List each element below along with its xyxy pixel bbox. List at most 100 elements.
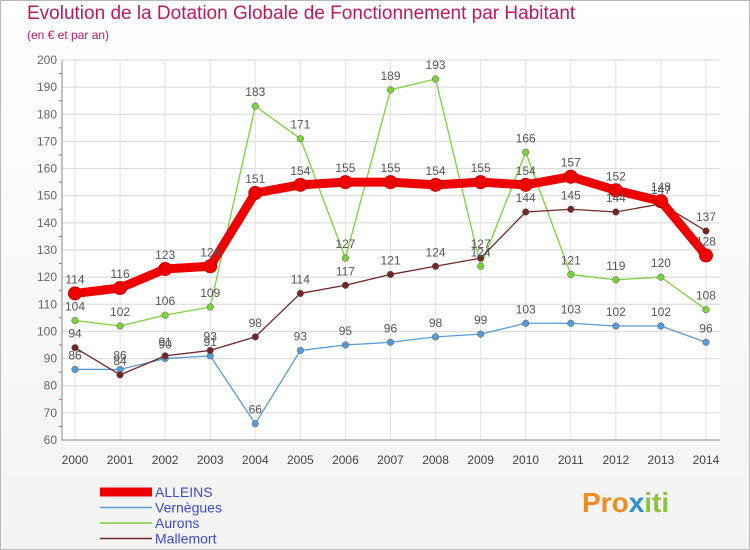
data-point — [567, 319, 575, 327]
x-tick-label: 2007 — [377, 453, 404, 467]
legend-label: Vernègues — [155, 500, 222, 516]
data-label: 102 — [606, 305, 626, 319]
x-tick-label: 2004 — [242, 453, 269, 467]
x-tick-label: 2011 — [558, 453, 584, 467]
data-point — [653, 194, 668, 209]
data-point — [612, 322, 620, 330]
data-label: 127 — [471, 237, 491, 251]
data-point — [71, 344, 79, 352]
data-label: 86 — [68, 348, 82, 362]
data-point — [338, 175, 353, 190]
data-label: 108 — [696, 289, 716, 303]
data-label: 154 — [290, 164, 310, 178]
data-label: 148 — [651, 180, 671, 194]
data-label: 119 — [606, 259, 625, 273]
y-tick-label: 70 — [44, 406, 58, 420]
logo-part-x: x — [628, 487, 645, 518]
data-point — [702, 306, 710, 314]
data-point — [158, 262, 173, 276]
data-label: 104 — [65, 300, 85, 314]
data-label: 98 — [249, 316, 263, 330]
data-label: 114 — [65, 272, 84, 286]
data-point — [386, 86, 395, 94]
y-tick-label: 130 — [37, 243, 57, 257]
legend-label: Aurons — [155, 515, 199, 531]
data-point — [71, 365, 79, 373]
data-label: 94 — [68, 327, 82, 341]
data-label: 124 — [200, 245, 220, 259]
data-label: 95 — [339, 324, 353, 338]
data-point — [206, 346, 214, 354]
data-point — [386, 338, 395, 346]
data-label: 154 — [516, 164, 536, 178]
data-point — [71, 317, 79, 325]
data-point — [477, 262, 485, 270]
data-point — [161, 352, 169, 360]
y-tick-label: 150 — [37, 189, 57, 203]
data-point — [251, 420, 259, 428]
data-label: 117 — [336, 264, 355, 278]
data-label: 147 — [651, 183, 671, 197]
y-tick-label: 160 — [37, 162, 57, 176]
data-label: 84 — [113, 354, 127, 368]
data-label: 154 — [426, 164, 446, 178]
data-label: 93 — [204, 329, 218, 343]
x-tick-label: 2003 — [197, 453, 224, 467]
logo-part-pro: Pro — [582, 487, 629, 518]
data-point — [116, 371, 124, 379]
legend-label: ALLEINS — [155, 484, 213, 500]
data-label: 151 — [245, 172, 265, 186]
data-label: 124 — [426, 245, 446, 259]
data-point — [657, 322, 665, 330]
data-label: 128 — [696, 234, 716, 248]
data-label: 155 — [471, 161, 491, 175]
data-point — [116, 322, 124, 330]
data-point — [296, 289, 304, 297]
legend-label: Mallemort — [155, 531, 217, 547]
data-point — [702, 227, 710, 235]
data-point — [432, 333, 440, 341]
data-label: 86 — [113, 348, 127, 362]
data-label: 120 — [651, 256, 671, 270]
data-point — [251, 102, 259, 110]
data-label: 93 — [294, 329, 308, 343]
y-tick-label: 110 — [38, 297, 57, 311]
x-tick-label: 2014 — [693, 453, 720, 467]
x-tick-label: 2002 — [152, 453, 179, 467]
data-label: 103 — [561, 302, 581, 316]
data-label: 127 — [335, 237, 355, 251]
y-tick-label: 180 — [37, 107, 57, 121]
data-point — [251, 333, 259, 341]
data-label: 114 — [291, 272, 310, 286]
data-point — [698, 248, 713, 263]
y-tick-label: 170 — [37, 134, 57, 148]
y-tick-label: 140 — [37, 216, 57, 230]
data-point — [567, 205, 575, 213]
data-point — [608, 183, 623, 198]
data-label: 96 — [384, 321, 398, 335]
data-point — [386, 270, 395, 278]
data-point — [432, 262, 440, 270]
x-tick-label: 2006 — [332, 453, 359, 467]
data-label: 109 — [200, 286, 220, 300]
data-label: 121 — [561, 253, 581, 267]
data-point — [341, 281, 349, 289]
data-label: 116 — [110, 267, 129, 281]
x-tick-label: 2008 — [422, 453, 449, 467]
data-label: 102 — [110, 305, 130, 319]
data-label: 144 — [606, 191, 626, 205]
data-label: 98 — [429, 316, 443, 330]
data-label: 152 — [606, 169, 626, 183]
data-label: 106 — [155, 294, 175, 308]
data-label: 103 — [516, 302, 536, 316]
data-label: 121 — [380, 253, 400, 267]
data-point — [563, 169, 578, 184]
y-tick-label: 190 — [37, 80, 57, 94]
data-point — [473, 175, 488, 190]
data-point — [296, 346, 304, 354]
x-tick-label: 2005 — [287, 453, 314, 467]
data-point — [161, 311, 169, 319]
y-tick-label: 100 — [37, 324, 57, 338]
data-point — [522, 319, 530, 327]
